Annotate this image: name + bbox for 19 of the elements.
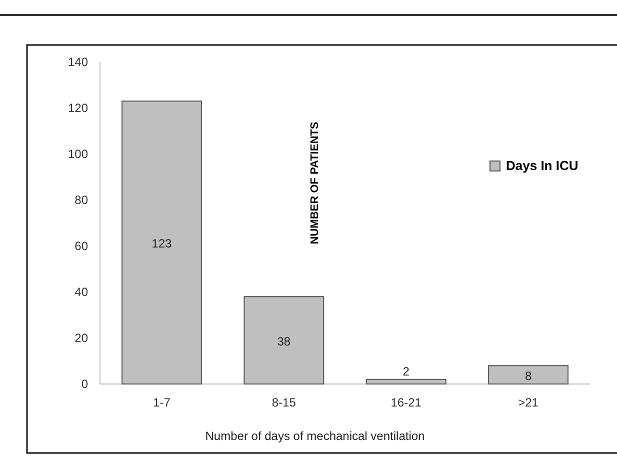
x-tick-label: >21 <box>518 396 539 410</box>
y-tick-label: 120 <box>68 100 88 115</box>
data-label: 2 <box>402 364 410 378</box>
data-label: 38 <box>277 334 291 348</box>
data-label: 8 <box>524 368 532 383</box>
y-tick-label: 100 <box>68 146 88 161</box>
x-tick-label: 16-21 <box>390 396 422 410</box>
y-tick-label: 60 <box>74 238 88 253</box>
y-tick-label: 80 <box>74 192 88 207</box>
y-tick-label: 40 <box>74 284 88 299</box>
x-axis-title: Number of days of mechanical ventilation <box>205 429 425 443</box>
legend-label: Days In ICU <box>506 158 578 173</box>
x-tick-label: 8-15 <box>272 396 296 410</box>
y-tick-label: 20 <box>74 330 88 345</box>
y-tick-label: 0 <box>81 376 88 391</box>
y-axis-title: NUMBER OF PATIENTS <box>309 122 321 244</box>
x-tick-label: 1-7 <box>153 396 171 410</box>
data-label: 123 <box>152 236 172 251</box>
y-tick-label: 140 <box>68 54 88 69</box>
